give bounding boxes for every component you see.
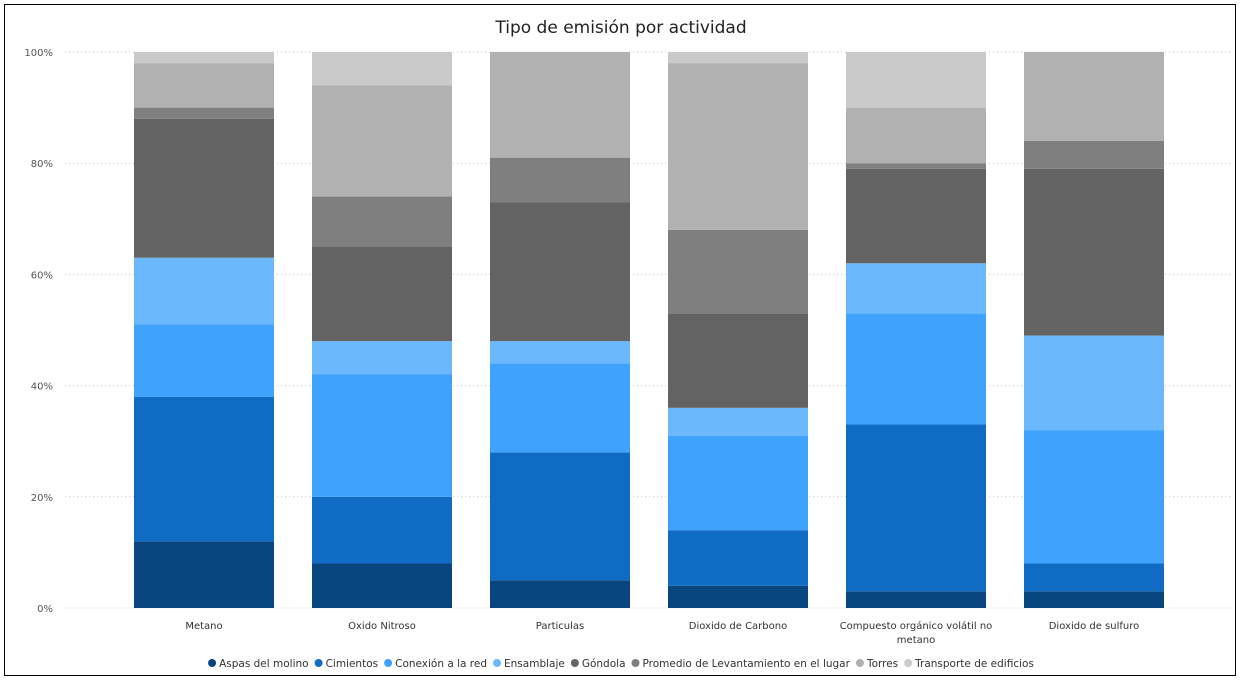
bar-segment[interactable] [490, 452, 630, 581]
chart-frame: Tipo de emisión por actividad 0% 20% 40% 60… [4, 4, 1236, 676]
legend-marker [570, 659, 579, 667]
legend: Aspas del molino Cimientos Conexión a la r… [208, 658, 1034, 670]
legend-label: Conexión a la red [395, 658, 487, 670]
legend-label: Torres [866, 658, 898, 670]
legend-item[interactable]: Góndola [570, 658, 626, 670]
bar-segment[interactable] [134, 118, 274, 258]
bar-segment[interactable] [668, 530, 808, 586]
legend-label: Góndola [582, 658, 626, 670]
bar-segment[interactable] [668, 585, 808, 608]
legend-marker [384, 659, 393, 667]
bar-segment[interactable] [312, 85, 452, 197]
bar-segment[interactable] [846, 591, 986, 608]
bar-segment[interactable] [668, 313, 808, 408]
bar-segment[interactable] [668, 63, 808, 230]
x-axis-labels: Metano Oxido Nitroso Particulas Dioxido de … [185, 620, 1139, 646]
legend-item[interactable]: Ensamblaje [493, 658, 565, 670]
legend-marker [855, 659, 864, 667]
bar-segment[interactable] [1024, 335, 1164, 431]
legend-label: Promedio de Levantamiento en el lugar [643, 658, 851, 670]
bar-segment[interactable] [134, 396, 274, 542]
x-category-label: Particulas [536, 621, 584, 632]
bar-segment[interactable] [490, 341, 630, 364]
bar-segment[interactable] [312, 374, 452, 497]
x-category-label: Compuesto orgánico volátil no metano [840, 620, 993, 646]
bar-segment[interactable] [490, 363, 630, 453]
legend-item[interactable]: Aspas del molino [208, 658, 309, 670]
bar-segment[interactable] [668, 407, 808, 436]
x-category-label: Oxido Nitroso [348, 621, 416, 632]
legend-label: Ensamblaje [504, 658, 565, 670]
chart-title: Tipo de emisión por actividad [494, 18, 746, 38]
bar-segment[interactable] [312, 341, 452, 375]
legend-item[interactable]: Transporte de edificios [904, 658, 1034, 670]
bar-segment[interactable] [668, 435, 808, 531]
bar-segment[interactable] [490, 52, 630, 158]
bar-segment[interactable] [1024, 591, 1164, 608]
bar-segment[interactable] [846, 168, 986, 264]
x-category-label: Dioxido de Carbono [689, 621, 787, 632]
legend-label: Aspas del molino [219, 658, 309, 670]
y-tick-label: 0% [37, 604, 53, 615]
bar-segment[interactable] [134, 52, 274, 64]
bar-segment[interactable] [134, 541, 274, 608]
bar-segment[interactable] [134, 107, 274, 119]
bar-segment[interactable] [312, 246, 452, 342]
y-axis-ticks: 0% 20% 40% 60% 80% 100% [24, 48, 53, 615]
x-category-label: Dioxido de sulfuro [1049, 621, 1140, 632]
y-tick-label: 80% [31, 159, 53, 170]
y-tick-label: 60% [31, 270, 53, 281]
y-tick-label: 100% [24, 48, 53, 59]
bar-segment[interactable] [134, 63, 274, 108]
bar-segment[interactable] [490, 580, 630, 608]
bar-segment[interactable] [312, 563, 452, 608]
bar-segment[interactable] [1024, 140, 1164, 169]
bar-segment[interactable] [846, 52, 986, 108]
y-tick-label: 20% [31, 493, 53, 504]
legend-item[interactable]: Promedio de Levantamiento en el lugar [631, 658, 851, 670]
bar-segment[interactable] [490, 202, 630, 342]
legend-label: Transporte de edificios [914, 658, 1034, 670]
stacked-bar-chart: Tipo de emisión por actividad 0% 20% 40% 60… [24, 18, 1233, 670]
legend-marker [493, 659, 502, 667]
legend-marker [631, 659, 640, 667]
legend-marker [208, 659, 217, 667]
bar-segment[interactable] [134, 257, 274, 325]
bar-segment[interactable] [846, 107, 986, 164]
legend-item[interactable]: Conexión a la red [384, 658, 487, 670]
bar-segment[interactable] [1024, 52, 1164, 141]
bar-segment[interactable] [846, 313, 986, 425]
bars [134, 52, 1164, 608]
bar-segment[interactable] [668, 52, 808, 64]
bar-segment[interactable] [312, 496, 452, 564]
bar-segment[interactable] [312, 52, 452, 86]
bar-segment[interactable] [490, 157, 630, 203]
legend-item[interactable]: Torres [855, 658, 898, 670]
y-tick-label: 40% [31, 382, 53, 393]
gridlines [65, 51, 1233, 609]
legend-marker [314, 659, 323, 667]
bar-segment[interactable] [846, 424, 986, 592]
bar-segment[interactable] [668, 229, 808, 314]
bar-segment[interactable] [312, 196, 452, 247]
bar-segment[interactable] [1024, 168, 1164, 336]
x-category-label: Metano [185, 621, 222, 632]
bar-segment[interactable] [846, 263, 986, 314]
bar-segment[interactable] [846, 163, 986, 169]
legend-label: Cimientos [326, 658, 379, 670]
bar-segment[interactable] [1024, 430, 1164, 564]
legend-item[interactable]: Cimientos [314, 658, 379, 670]
bar-segment[interactable] [134, 324, 274, 397]
bar-segment[interactable] [1024, 563, 1164, 592]
legend-marker [904, 659, 913, 667]
